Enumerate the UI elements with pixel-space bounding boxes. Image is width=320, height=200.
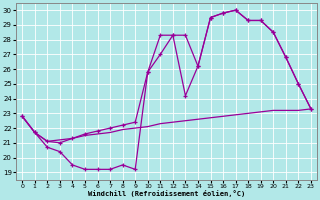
X-axis label: Windchill (Refroidissement éolien,°C): Windchill (Refroidissement éolien,°C): [88, 190, 245, 197]
